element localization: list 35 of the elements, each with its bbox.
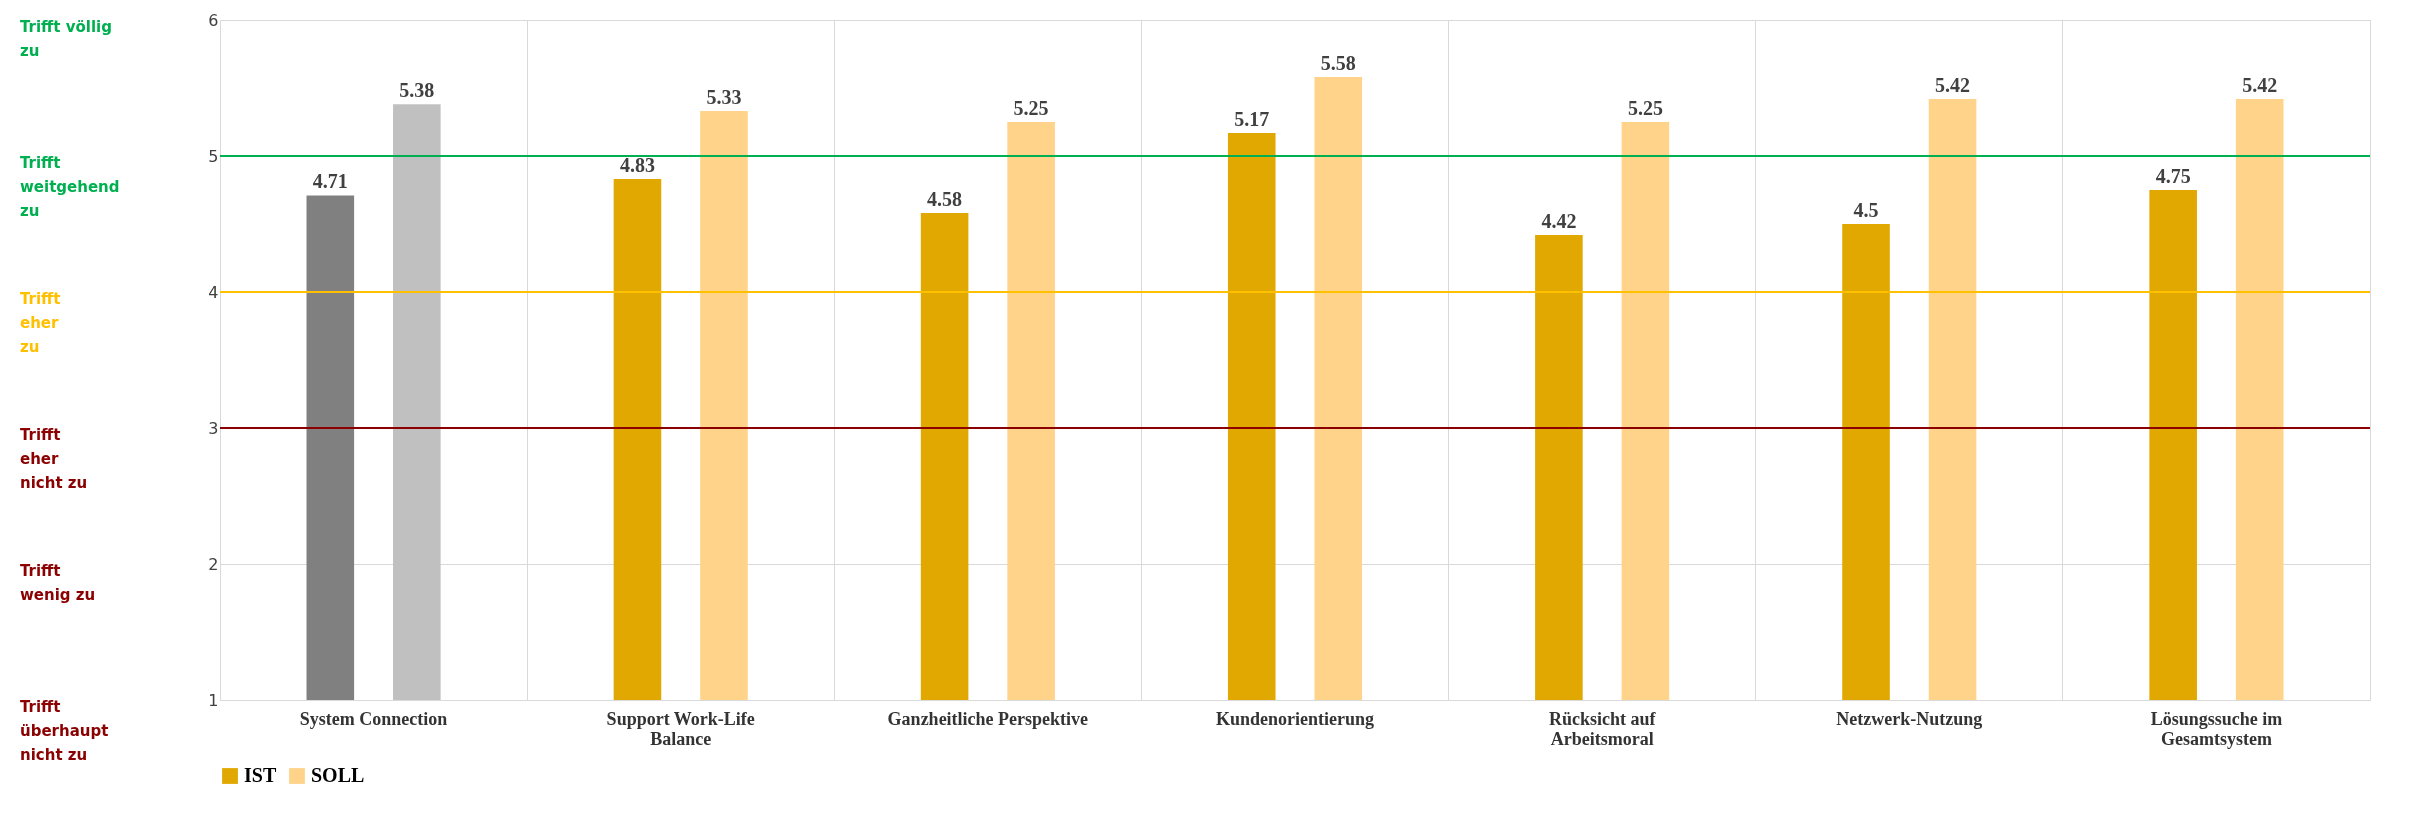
data-label: 5.42 bbox=[1935, 73, 1971, 96]
y-tick-label: 5 bbox=[208, 146, 219, 166]
x-tick-label: Lösungssuche im Gesamtsystem bbox=[2150, 708, 2283, 749]
legend-label: IST bbox=[244, 764, 277, 786]
data-label: 5.42 bbox=[2242, 73, 2278, 96]
data-label: 5.33 bbox=[706, 86, 742, 109]
y-tick-label: 2 bbox=[208, 554, 219, 574]
text: Trifft eher zu bbox=[20, 290, 61, 356]
data-label: 4.58 bbox=[927, 188, 963, 211]
data-label: 4.75 bbox=[2155, 165, 2191, 187]
y-tick-label: 1 bbox=[208, 690, 219, 710]
text: Trifft überhaupt nicht zu bbox=[20, 698, 109, 764]
text: Trifft völlig zu bbox=[20, 18, 112, 60]
x-tick-label: System Connection bbox=[299, 708, 448, 729]
data-label: 5.58 bbox=[1320, 52, 1356, 75]
y-tick-label: 4 bbox=[208, 282, 219, 302]
legend-label: SOLL bbox=[311, 764, 365, 786]
x-tick-label: Kundenorientierung bbox=[1215, 708, 1375, 729]
data-label: 5.17 bbox=[1234, 107, 1270, 130]
x-tick-label: Support Work-Life Balance bbox=[606, 708, 755, 749]
y-tick-label: 3 bbox=[208, 418, 219, 438]
data-label: 5.25 bbox=[1627, 97, 1663, 119]
data-label: 4.83 bbox=[619, 154, 655, 177]
x-tick-label: Rücksicht auf Arbeitsmoral bbox=[1548, 708, 1657, 749]
data-label: 4.5 bbox=[1853, 199, 1879, 221]
text: Trifft weitgehend zu bbox=[20, 154, 120, 220]
data-label: 5.25 bbox=[1013, 97, 1049, 119]
data-label: 5.38 bbox=[399, 79, 435, 102]
text: Trifft wenig zu bbox=[20, 562, 96, 604]
x-tick-label: Netzwerk-Nutzung bbox=[1836, 708, 1983, 729]
text: Trifft eher nicht zu bbox=[20, 426, 88, 492]
y-tick-label: 6 bbox=[208, 10, 219, 30]
data-label: 4.71 bbox=[312, 170, 348, 193]
x-tick-label: Ganzheitliche Perspektive bbox=[887, 708, 1089, 729]
data-label: 4.42 bbox=[1541, 209, 1577, 232]
